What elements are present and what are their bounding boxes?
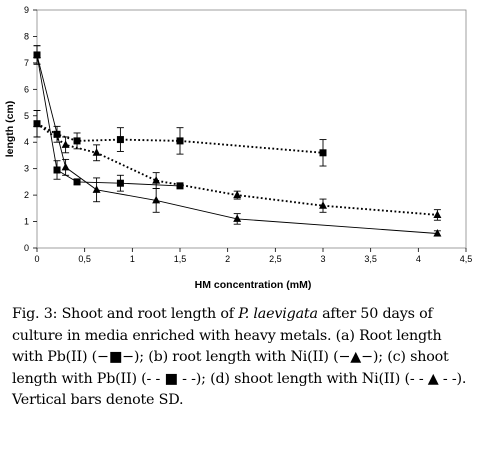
data-point-shoot-pb bbox=[73, 137, 81, 145]
x-tick-label: 1 bbox=[130, 254, 135, 264]
data-point-shoot-ni bbox=[92, 148, 101, 156]
y-tick-label: 8 bbox=[24, 31, 29, 41]
caption-species: P. laevigata bbox=[238, 306, 318, 322]
x-tick-label: 2 bbox=[225, 254, 230, 264]
data-point-root-pb bbox=[73, 178, 81, 186]
series-line-root-ni bbox=[36, 54, 438, 234]
y-tick-label: 2 bbox=[24, 190, 29, 200]
x-tick-label: 4 bbox=[416, 254, 421, 264]
line-chart: 0 0,5 1 1,5 2 2,5 3 3,5 4 4,5 0 1 2 3 4 5 6 7 8 9 HM concen… bbox=[4, 5, 472, 290]
data-point-root-ni bbox=[152, 195, 161, 204]
data-point-root-ni bbox=[92, 185, 101, 193]
data-point-root-ni bbox=[233, 214, 242, 222]
figure-caption: Fig. 3: Shoot and root length of P. laev… bbox=[12, 304, 474, 412]
data-point-root-pb bbox=[176, 182, 184, 190]
x-tick-label: 3 bbox=[320, 254, 325, 264]
data-point-shoot-pb bbox=[176, 137, 184, 145]
data-point-shoot-ni bbox=[61, 140, 70, 148]
y-tick-label: 0 bbox=[24, 243, 29, 253]
data-point-shoot-pb bbox=[116, 136, 124, 144]
caption-lead: Fig. 3: Shoot and root length of bbox=[12, 306, 239, 322]
y-tick-label: 4 bbox=[24, 137, 29, 147]
data-point-shoot-ni bbox=[433, 210, 442, 218]
axes: 0 0,5 1 1,5 2 2,5 3 3,5 4 4,5 0 1 2 3 4 5 6 7 8 9 bbox=[24, 5, 472, 264]
y-tick-label: 6 bbox=[24, 84, 29, 94]
error-bars bbox=[33, 45, 441, 237]
data-point-root-ni bbox=[433, 228, 442, 237]
y-tick-label: 1 bbox=[24, 217, 29, 227]
x-tick-label: 4,5 bbox=[460, 254, 473, 264]
data-point-shoot-ni bbox=[319, 201, 327, 209]
x-tick-label: 0 bbox=[34, 254, 39, 264]
caption-body: after 50 days of culture in media enrich… bbox=[12, 306, 467, 408]
data-point-root-ni bbox=[61, 162, 70, 171]
data-point-shoot-pb bbox=[319, 149, 327, 157]
x-axis-label: HM concentration (mM) bbox=[195, 279, 312, 290]
plot-area bbox=[36, 9, 467, 249]
x-tick-label: 2,5 bbox=[269, 254, 282, 264]
series-line-root-pb bbox=[36, 54, 181, 187]
y-axis-label: length (cm) bbox=[4, 101, 16, 158]
x-tick-label: 0,5 bbox=[78, 254, 91, 264]
x-tick-label: 3,5 bbox=[364, 254, 377, 264]
markers bbox=[33, 50, 442, 237]
data-point-shoot-pb bbox=[53, 130, 61, 138]
y-tick-label: 3 bbox=[24, 164, 29, 174]
data-point-root-pb bbox=[53, 166, 61, 174]
data-point-shoot-ni bbox=[33, 119, 41, 127]
series-line-shoot-ni bbox=[36, 122, 438, 216]
y-tick-label: 7 bbox=[24, 58, 29, 68]
data-point-root-ni bbox=[33, 50, 41, 58]
series-lines bbox=[36, 54, 438, 234]
y-tick-label: 9 bbox=[24, 5, 29, 15]
data-point-root-pb bbox=[116, 179, 124, 187]
x-tick-label: 1,5 bbox=[174, 254, 187, 264]
data-point-shoot-ni bbox=[152, 176, 161, 184]
data-point-shoot-ni bbox=[233, 190, 242, 199]
y-tick-label: 5 bbox=[24, 111, 29, 121]
